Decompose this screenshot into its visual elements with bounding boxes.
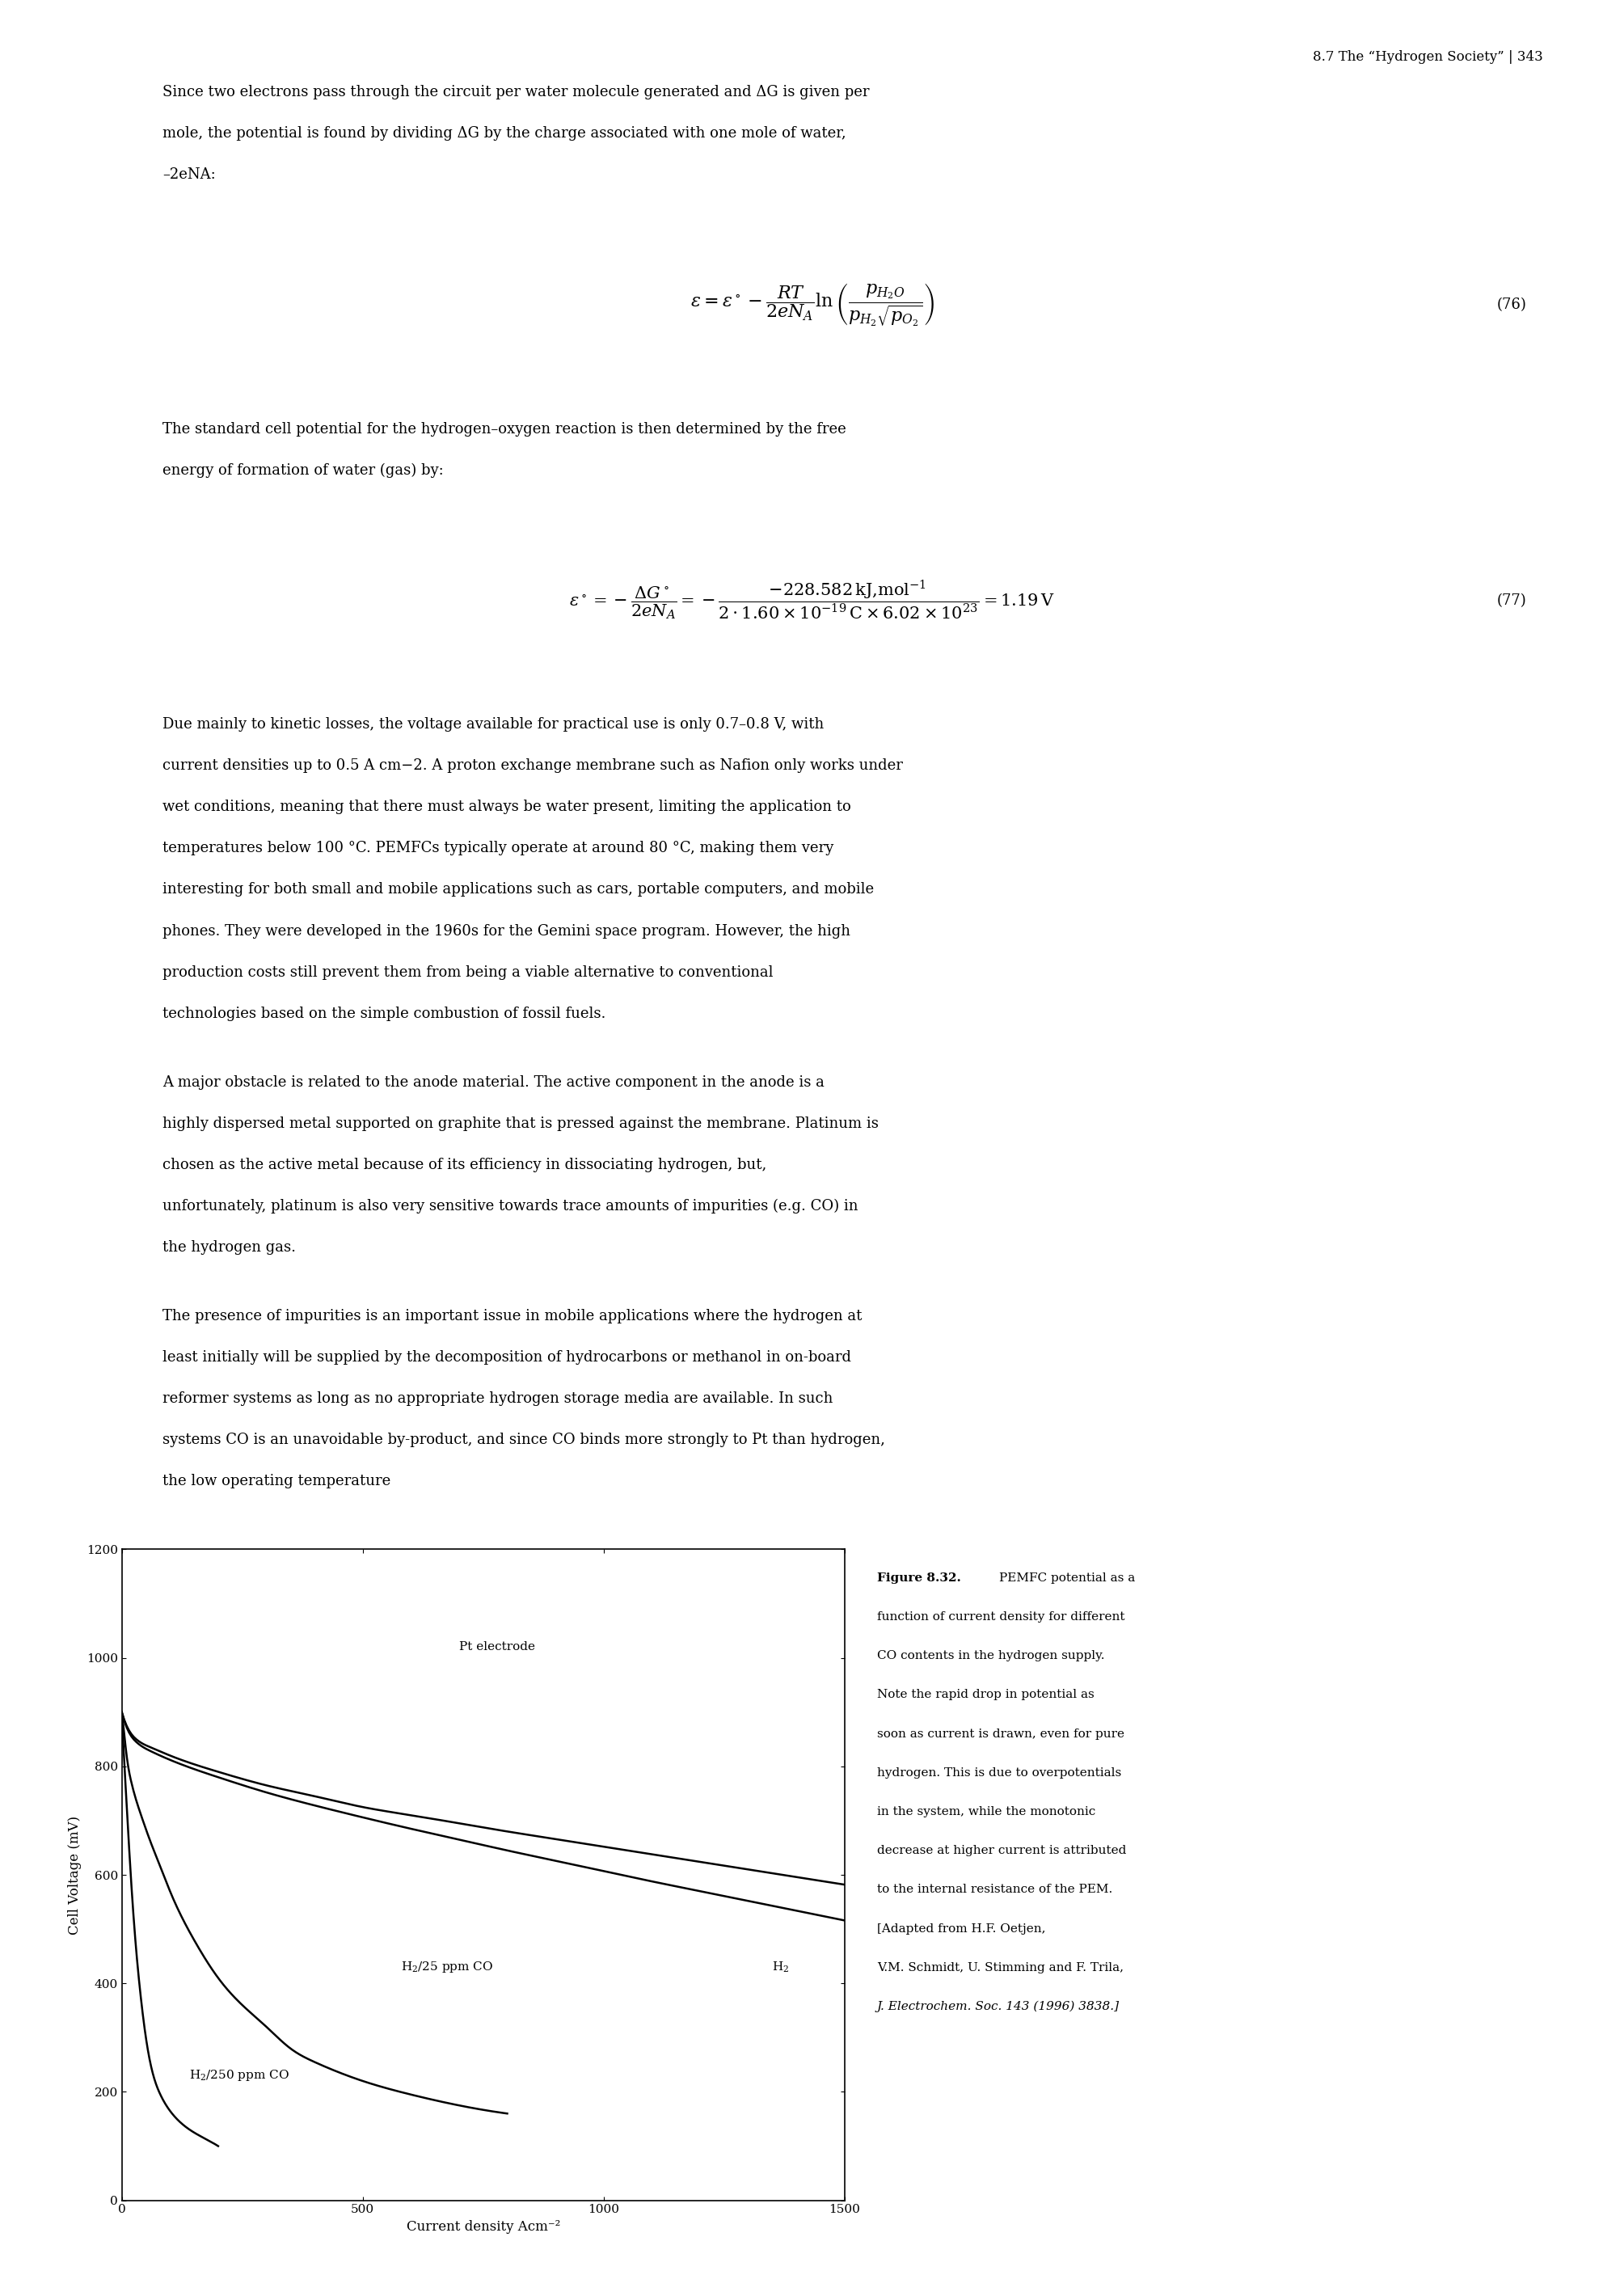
Text: (77): (77) xyxy=(1497,594,1527,607)
Text: Note the rapid drop in potential as: Note the rapid drop in potential as xyxy=(877,1689,1095,1701)
Text: hydrogen. This is due to overpotentials: hydrogen. This is due to overpotentials xyxy=(877,1767,1121,1779)
Text: unfortunately, platinum is also very sensitive towards trace amounts of impuriti: unfortunately, platinum is also very sen… xyxy=(162,1199,857,1212)
Text: $\mathrm{H_2}$/250 ppm CO: $\mathrm{H_2}$/250 ppm CO xyxy=(190,2067,289,2083)
Text: A major obstacle is related to the anode material. The active component in the a: A major obstacle is related to the anode… xyxy=(162,1075,825,1089)
Text: the hydrogen gas.: the hydrogen gas. xyxy=(162,1240,296,1254)
Text: technologies based on the simple combustion of fossil fuels.: technologies based on the simple combust… xyxy=(162,1006,606,1020)
Text: $\varepsilon^\circ = -\dfrac{\Delta G^\circ}{2eN_A} = -\dfrac{-228.582\,\text{kJ: $\varepsilon^\circ = -\dfrac{\Delta G^\c… xyxy=(570,580,1054,621)
Text: function of current density for different: function of current density for differen… xyxy=(877,1611,1125,1623)
Text: V.M. Schmidt, U. Stimming and F. Trila,: V.M. Schmidt, U. Stimming and F. Trila, xyxy=(877,1962,1124,1973)
Text: in the system, while the monotonic: in the system, while the monotonic xyxy=(877,1806,1096,1818)
Text: mole, the potential is found by dividing ΔG by the charge associated with one mo: mole, the potential is found by dividing… xyxy=(162,126,846,140)
Text: $\mathrm{H_2}$: $\mathrm{H_2}$ xyxy=(773,1960,789,1973)
Text: [Adapted from H.F. Oetjen,: [Adapted from H.F. Oetjen, xyxy=(877,1923,1046,1934)
X-axis label: Current density Acm⁻²: Current density Acm⁻² xyxy=(406,2221,560,2235)
Text: current densities up to 0.5 A cm−2. A proton exchange membrane such as Nafion on: current densities up to 0.5 A cm−2. A pr… xyxy=(162,759,903,772)
Text: PEMFC potential as a: PEMFC potential as a xyxy=(999,1572,1135,1584)
Text: interesting for both small and mobile applications such as cars, portable comput: interesting for both small and mobile ap… xyxy=(162,882,874,896)
Text: Due mainly to kinetic losses, the voltage available for practical use is only 0.: Due mainly to kinetic losses, the voltag… xyxy=(162,717,823,731)
Text: $\varepsilon = \varepsilon^\circ - \dfrac{RT}{2eN_A}\ln\left(\dfrac{p_{H_2O}}{p_: $\varepsilon = \varepsilon^\circ - \dfra… xyxy=(690,282,934,328)
Text: highly dispersed metal supported on graphite that is pressed against the membran: highly dispersed metal supported on grap… xyxy=(162,1116,879,1130)
Text: the low operating temperature: the low operating temperature xyxy=(162,1474,390,1488)
Y-axis label: Cell Voltage (mV): Cell Voltage (mV) xyxy=(68,1815,81,1934)
Text: CO contents in the hydrogen supply.: CO contents in the hydrogen supply. xyxy=(877,1650,1104,1662)
Text: least initially will be supplied by the decomposition of hydrocarbons or methano: least initially will be supplied by the … xyxy=(162,1350,851,1364)
Text: $\mathrm{H_2}$/25 ppm CO: $\mathrm{H_2}$/25 ppm CO xyxy=(401,1960,494,1973)
Text: soon as current is drawn, even for pure: soon as current is drawn, even for pure xyxy=(877,1728,1124,1740)
Text: J. Electrochem. Soc. 143 (1996) 3838.]: J. Electrochem. Soc. 143 (1996) 3838.] xyxy=(877,2001,1119,2012)
Text: decrease at higher current is attributed: decrease at higher current is attributed xyxy=(877,1845,1125,1857)
Text: The standard cell potential for the hydrogen–oxygen reaction is then determined : The standard cell potential for the hydr… xyxy=(162,422,846,435)
Text: 8.7 The “Hydrogen Society” | 343: 8.7 The “Hydrogen Society” | 343 xyxy=(1312,50,1543,64)
Text: –2eNA:: –2eNA: xyxy=(162,167,216,181)
Text: phones. They were developed in the 1960s for the Gemini space program. However, : phones. They were developed in the 1960s… xyxy=(162,924,851,937)
Text: to the internal resistance of the PEM.: to the internal resistance of the PEM. xyxy=(877,1884,1112,1895)
Text: Pt electrode: Pt electrode xyxy=(460,1641,534,1653)
Text: wet conditions, meaning that there must always be water present, limiting the ap: wet conditions, meaning that there must … xyxy=(162,800,851,814)
Text: production costs still prevent them from being a viable alternative to conventio: production costs still prevent them from… xyxy=(162,965,773,979)
Text: energy of formation of water (gas) by:: energy of formation of water (gas) by: xyxy=(162,463,443,477)
Text: systems CO is an unavoidable by-product, and since CO binds more strongly to Pt : systems CO is an unavoidable by-product,… xyxy=(162,1432,885,1446)
Text: temperatures below 100 °C. PEMFCs typically operate at around 80 °C, making them: temperatures below 100 °C. PEMFCs typica… xyxy=(162,841,833,855)
Text: chosen as the active metal because of its efficiency in dissociating hydrogen, b: chosen as the active metal because of it… xyxy=(162,1157,767,1171)
Text: reformer systems as long as no appropriate hydrogen storage media are available.: reformer systems as long as no appropria… xyxy=(162,1391,833,1405)
Text: The presence of impurities is an important issue in mobile applications where th: The presence of impurities is an importa… xyxy=(162,1309,862,1322)
Text: Figure 8.32.: Figure 8.32. xyxy=(877,1572,961,1584)
Text: (76): (76) xyxy=(1497,298,1527,312)
Text: Since two electrons pass through the circuit per water molecule generated and ΔG: Since two electrons pass through the cir… xyxy=(162,85,869,99)
